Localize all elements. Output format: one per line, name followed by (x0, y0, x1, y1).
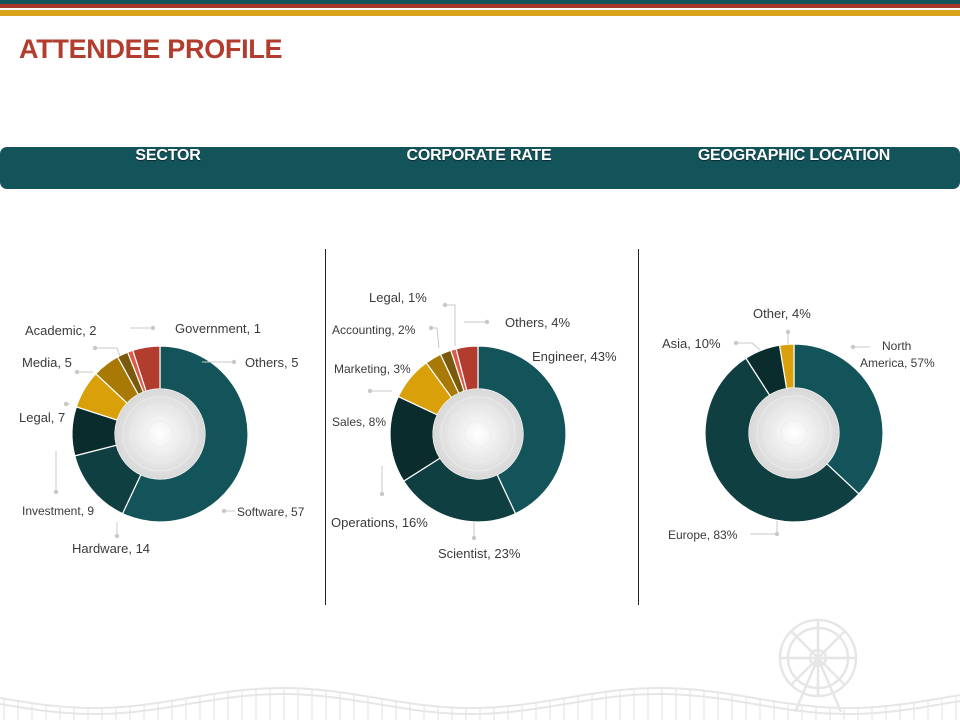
donut-chart-3: North America, 57% Europe, 83% Asia, 10% Oth… (662, 306, 935, 542)
leader-line (736, 342, 761, 351)
donut-hole-ring (780, 419, 808, 447)
slice-label: Media, 5 (22, 355, 72, 370)
column-divider-1 (325, 249, 326, 605)
slice-label: Accounting, 2% (332, 323, 416, 337)
slice-label: Legal, 7 (19, 410, 65, 425)
leader-dot (428, 325, 434, 331)
slice-label: Operations, 16% (331, 515, 428, 530)
donut-hole-ring (130, 404, 190, 464)
slice-label: Legal, 1% (369, 290, 427, 305)
header-corporate-rate: CORPORATE RATE (406, 147, 552, 164)
ferris-wheel-icon (778, 618, 858, 713)
donut-hole-ring (138, 412, 182, 456)
slice-label: Hardware, 14 (72, 541, 150, 556)
slice-label: Others, 5 (245, 355, 298, 370)
top-stripe-teal (0, 0, 960, 4)
leader-dot (379, 491, 385, 497)
footer-decoration (0, 618, 960, 720)
slice-label: Marketing, 3% (334, 362, 411, 376)
top-stripe-red (0, 4, 960, 8)
donut-hole (115, 389, 205, 479)
leader-dot (442, 302, 448, 308)
slice-label: Engineer, 43% (532, 349, 617, 364)
leader-dot (150, 325, 156, 331)
slice-label: Europe, 83% (668, 528, 738, 542)
slice-label: Asia, 10% (662, 336, 721, 351)
column-divider-2 (638, 249, 639, 605)
slice-label: Sales, 8% (332, 415, 386, 429)
leader-line (431, 327, 440, 349)
leader-dot (63, 401, 69, 407)
leader-dot (221, 508, 227, 514)
header-geographic-location: GEOGRAPHIC LOCATION (697, 147, 891, 164)
leader-line (95, 347, 121, 357)
leader-dot (367, 388, 373, 394)
donut-hole-ring (764, 403, 824, 463)
slice-label: Scientist, 23% (438, 546, 521, 561)
leader-dot (231, 359, 237, 365)
leader-dot (114, 533, 120, 539)
slice-label: Others, 4% (505, 315, 570, 330)
slice-label: Government, 1 (175, 321, 261, 336)
donut-hole-ring (756, 395, 832, 471)
donut-chart-2: Engineer, 43% Scientist, 23% Operations, 1… (331, 290, 617, 561)
donut-hole-ring (772, 411, 816, 455)
slice-label: North America, 57% (860, 339, 935, 370)
leader-line (750, 521, 778, 535)
leader-dot (92, 345, 98, 351)
leader-dot (733, 340, 739, 346)
leader-line (445, 304, 456, 346)
leader-dot (484, 319, 490, 325)
section-header-bar: SECTOR CORPORATE RATE GEOGRAPHIC LOCATIO… (0, 147, 960, 189)
donut-hole-ring (440, 396, 516, 472)
top-stripe-white (0, 8, 960, 10)
leader-dot (53, 489, 59, 495)
slice-label: Other, 4% (753, 306, 811, 321)
top-stripe-gold (0, 10, 960, 16)
header-sector: SECTOR (135, 147, 201, 164)
slice-label: Software, 57 (237, 505, 305, 519)
donut-hole-ring (146, 420, 174, 448)
donut-hole-ring (456, 412, 500, 456)
slice-label: Investment, 9 (22, 504, 94, 518)
donut-hole (433, 389, 523, 479)
donut-hole (749, 388, 839, 478)
donut-chart-1: Software, 57 Hardware, 14 Investment, 9 Leg… (19, 321, 305, 556)
slice-label: Academic, 2 (25, 323, 97, 338)
leader-dot (74, 369, 80, 375)
leader-dot (850, 344, 856, 350)
page-title: ATTENDEE PROFILE (19, 34, 283, 64)
donut-hole-ring (122, 396, 198, 472)
leader-dot (785, 329, 791, 335)
leader-dot (774, 531, 780, 537)
leader-dot (471, 535, 477, 541)
donut-hole-ring (464, 420, 492, 448)
donut-hole-ring (448, 404, 508, 464)
